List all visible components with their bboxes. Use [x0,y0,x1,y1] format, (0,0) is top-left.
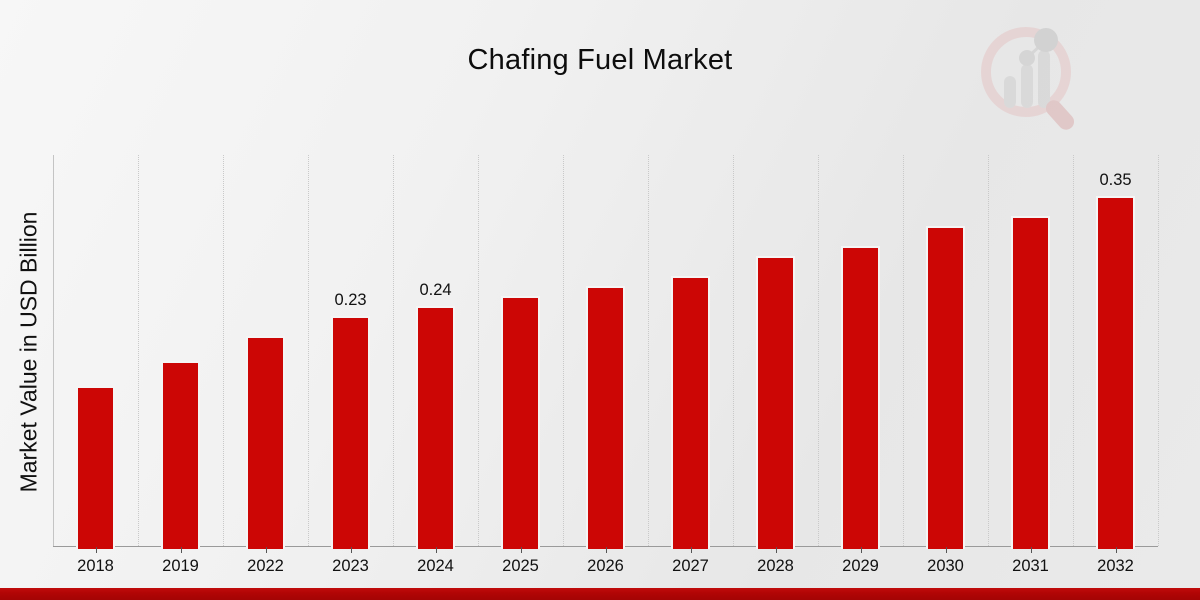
vertical-gridline [818,155,819,546]
x-axis-tick [945,547,947,553]
vertical-gridline [478,155,479,546]
x-tick-label-2032: 2032 [1097,557,1134,575]
bar-2019 [161,361,200,549]
x-axis-tick [775,547,777,553]
x-tick-label-2026: 2026 [587,557,624,575]
x-axis-tick [860,547,862,553]
bar-2027 [671,276,710,549]
x-axis-tick [95,547,97,553]
bar-2024 [416,306,455,549]
x-tick-label-2030: 2030 [927,557,964,575]
x-tick-label-2019: 2019 [162,557,199,575]
bar-2025 [501,296,540,549]
bar-2031 [1011,216,1050,549]
bar-2030 [926,226,965,549]
bar-2026 [586,286,625,549]
bar-2023 [331,316,370,549]
bar-2018 [76,386,115,549]
bar-value-label-2023: 0.23 [334,291,367,309]
x-tick-label-2028: 2028 [757,557,794,575]
x-tick-label-2031: 2031 [1012,557,1049,575]
x-tick-label-2018: 2018 [77,557,114,575]
vertical-gridline [223,155,224,546]
vertical-gridline [393,155,394,546]
x-axis-tick [350,547,352,553]
x-axis-tick [180,547,182,553]
chart-title: Chafing Fuel Market [467,44,733,76]
vertical-gridline [648,155,649,546]
x-tick-label-2023: 2023 [332,557,369,575]
x-axis-tick [605,547,607,553]
x-axis-tick [1115,547,1117,553]
x-axis-tick [690,547,692,553]
bar-2022 [246,336,285,549]
x-tick-label-2025: 2025 [502,557,539,575]
bar-2032 [1096,196,1135,549]
bar-2029 [841,246,880,549]
y-axis-title: Market Value in USD Billion [15,211,42,493]
x-axis-tick [520,547,522,553]
vertical-gridline [988,155,989,546]
vertical-gridline [563,155,564,546]
vertical-gridline [138,155,139,546]
x-axis-tick [1030,547,1032,553]
plot-area: 2018 2019 2022 0.23 2023 0.24 2024 2025 2026 2027… [53,155,1159,575]
bar-value-label-2032: 0.35 [1099,171,1132,189]
x-axis-tick [265,547,267,553]
vertical-gridline [1073,155,1074,546]
bar-value-label-2024: 0.24 [419,281,452,299]
vertical-gridline [733,155,734,546]
y-axis-line [53,155,54,546]
vertical-gridline [1158,155,1159,546]
bar-2028 [756,256,795,549]
x-tick-label-2027: 2027 [672,557,709,575]
x-axis-tick [435,547,437,553]
x-tick-label-2029: 2029 [842,557,879,575]
vertical-gridline [903,155,904,546]
footer-accent-band [0,588,1200,600]
x-tick-label-2024: 2024 [417,557,454,575]
x-tick-label-2022: 2022 [247,557,284,575]
vertical-gridline [308,155,309,546]
